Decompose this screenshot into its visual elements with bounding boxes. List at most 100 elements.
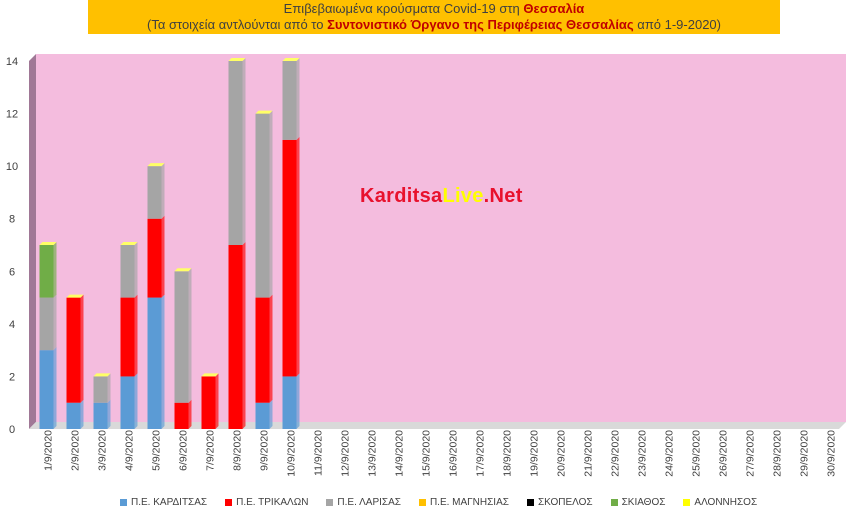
bar-segment [66,402,81,429]
bar-segment-side [53,294,57,351]
title-line1-bold: Θεσσαλία [523,1,585,16]
bar-segment [282,61,297,140]
bar-segment [255,402,270,429]
bar-segment [147,218,162,298]
legend-label: ΣΚΟΠΕΛΟΣ [537,497,593,508]
y-tick-label: 14 [6,56,18,68]
x-tick-label: 7/9/2020 [205,430,217,471]
x-tick-label: 23/9/2020 [637,430,649,477]
karditsalive-watermark: KarditsaLive.Net [360,185,523,208]
legend-item: ΣΚΙΑΘΟΣ [610,497,665,508]
x-tick-label: 5/9/2020 [151,430,163,471]
bar-segment-side [269,294,273,403]
y-tick-label: 2 [9,371,15,383]
legend-label: Π.Ε. ΚΑΡΔΙΤΣΑΣ [131,497,208,508]
x-tick-label: 8/9/2020 [232,430,244,471]
y-tick-label: 6 [9,266,15,278]
x-tick-label: 3/9/2020 [97,430,109,471]
legend-item: Π.Ε. ΜΑΓΝΗΣΙΑΣ [418,497,509,508]
x-tick-label: 27/9/2020 [745,430,757,477]
x-tick-label: 21/9/2020 [583,430,595,477]
legend-swatch [326,499,334,506]
bar-top-cap [255,110,273,114]
legend-swatch [225,499,233,506]
x-tick-label: 19/9/2020 [529,430,541,477]
legend-swatch [418,499,426,506]
x-tick-label: 4/9/2020 [124,430,136,471]
x-tick-label: 26/9/2020 [718,430,730,477]
bar-segment-side [269,399,273,429]
title-line1-prefix: Επιβεβαιωμένα κρούσματα Covid-19 στη [283,1,524,16]
legend-swatch [683,499,691,506]
bar-segment [147,297,162,429]
x-tick-label: 25/9/2020 [691,430,703,477]
bar-segment-side [296,373,300,429]
bar-segment [66,297,81,403]
bar-segment [93,376,108,403]
bar-segment-side [107,373,111,403]
bar-segment [255,113,270,298]
x-tick-label: 9/9/2020 [259,430,271,471]
y-tick-label: 8 [9,214,15,226]
bar-segment [120,245,135,298]
bar-top-cap [120,242,138,245]
bar-segment-side [80,294,84,403]
bar-segment-side [296,58,300,140]
bar-segment [174,402,189,429]
chart-title-line2: (Τα στοιχεία αντλούνται από το Συντονιστ… [88,17,780,33]
bar-segment [39,350,54,429]
y-tick-label: 4 [9,319,15,331]
bar-segment-side [242,242,246,429]
bar-segment [282,376,297,429]
chart-title-line1: Επιβεβαιωμένα κρούσματα Covid-19 στη Θεσ… [88,1,780,17]
x-tick-label: 29/9/2020 [799,430,811,477]
bar-segment-side [296,136,300,377]
bar-segment [282,139,297,377]
bar-segment [228,245,243,429]
bar-segment [120,297,135,377]
bar-segment [147,166,162,219]
x-tick-label: 13/9/2020 [367,430,379,477]
x-tick-label: 24/9/2020 [664,430,676,477]
bar-segment [39,245,54,298]
bar-top-cap [174,268,192,272]
bar-segment-side [134,294,138,377]
bar-segment [120,376,135,429]
plot-background [36,54,846,422]
legend-swatch [120,499,127,506]
title-line2-prefix: (Τα στοιχεία αντλούνται από το [147,17,328,32]
bar-segment [228,61,243,245]
legend-swatch [526,499,534,506]
y-tick-label: 0 [9,424,15,436]
watermark-part1: Karditsa [360,185,443,207]
bar-segment [174,271,189,403]
bar-segment-side [215,373,219,429]
bar-segment [93,402,108,429]
title-line2-bold: Συντονιστικό Όργανο της Περιφέρειας Θεσσ… [327,17,634,32]
legend-label: Π.Ε. ΤΡΙΚΑΛΩΝ [236,497,309,508]
legend-item: ΣΚΟΠΕΛΟΣ [526,497,593,508]
bar-segment-side [161,163,165,219]
bar-segment [255,297,270,403]
title-line2-suffix: από 1-9-2020) [633,17,721,32]
legend-label: Π.Ε. ΜΑΓΝΗΣΙΑΣ [429,497,509,508]
x-tick-label: 20/9/2020 [556,430,568,477]
x-tick-label: 14/9/2020 [394,430,406,477]
x-tick-label: 15/9/2020 [421,430,433,477]
x-tick-label: 11/9/2020 [313,430,325,476]
bar-segment [39,297,54,351]
bar-segment-side [269,110,273,298]
bar-top-cap [66,294,84,298]
x-tick-label: 12/9/2020 [340,430,352,477]
chart-title-banner: Επιβεβαιωμένα κρούσματα Covid-19 στη Θεσ… [88,0,780,34]
chart-legend: Π.Ε. ΚΑΡΔΙΤΣΑΣ Π.Ε. ΤΡΙΚΑΛΩΝ Π.Ε. ΛΑΡΙΣΑΣ Π… [120,497,757,508]
bar-segment [201,376,216,429]
bar-segment-side [53,242,57,298]
bar-segment-side [107,399,111,429]
legend-item: Π.Ε. ΛΑΡΙΣΑΣ [326,497,401,508]
bar-segment-side [188,399,192,429]
x-tick-label: 22/9/2020 [610,430,622,477]
x-tick-label: 28/9/2020 [772,430,784,477]
legend-item: ΑΛΟΝΝΗΣΟΣ [683,497,757,508]
